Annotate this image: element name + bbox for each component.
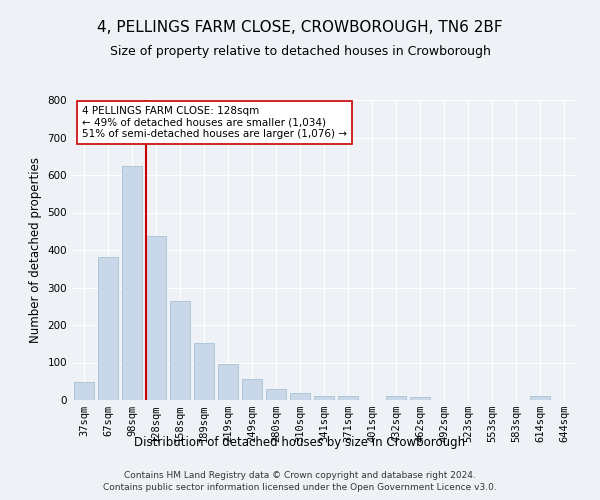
- Bar: [74, 382, 94, 400]
- Text: Size of property relative to detached houses in Crowborough: Size of property relative to detached ho…: [110, 45, 490, 58]
- Bar: [242, 378, 262, 400]
- Bar: [146, 236, 166, 400]
- Bar: [314, 396, 334, 400]
- Bar: [98, 257, 118, 400]
- Text: Contains HM Land Registry data © Crown copyright and database right 2024.: Contains HM Land Registry data © Crown c…: [124, 471, 476, 480]
- Bar: [386, 396, 406, 400]
- Text: 4 PELLINGS FARM CLOSE: 128sqm
← 49% of detached houses are smaller (1,034)
51% o: 4 PELLINGS FARM CLOSE: 128sqm ← 49% of d…: [82, 106, 347, 139]
- Bar: [290, 392, 310, 400]
- Bar: [266, 389, 286, 400]
- Y-axis label: Number of detached properties: Number of detached properties: [29, 157, 42, 343]
- Text: Distribution of detached houses by size in Crowborough: Distribution of detached houses by size …: [134, 436, 466, 449]
- Bar: [530, 396, 550, 400]
- Bar: [410, 398, 430, 400]
- Bar: [194, 342, 214, 400]
- Text: Contains public sector information licensed under the Open Government Licence v3: Contains public sector information licen…: [103, 484, 497, 492]
- Text: 4, PELLINGS FARM CLOSE, CROWBOROUGH, TN6 2BF: 4, PELLINGS FARM CLOSE, CROWBOROUGH, TN6…: [97, 20, 503, 35]
- Bar: [122, 166, 142, 400]
- Bar: [338, 396, 358, 400]
- Bar: [170, 300, 190, 400]
- Bar: [218, 364, 238, 400]
